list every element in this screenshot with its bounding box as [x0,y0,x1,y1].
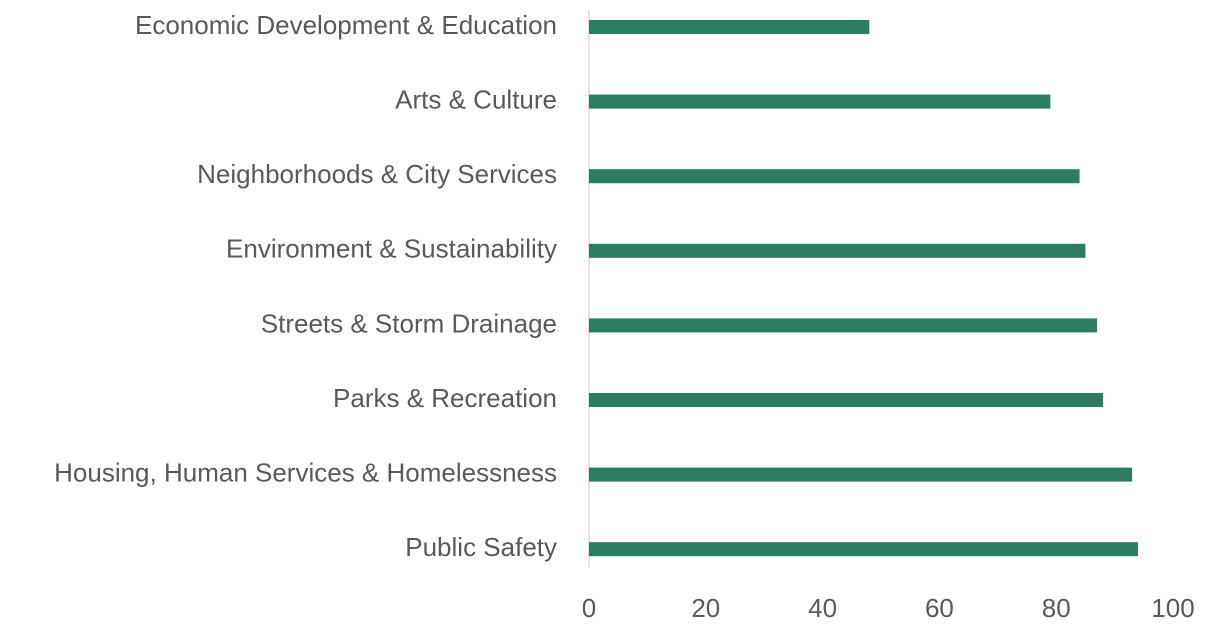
y-tick-label: Neighborhoods & City Services [197,159,557,189]
x-tick-label: 80 [1042,593,1071,623]
x-tick-label: 40 [808,593,837,623]
x-tick-label: 20 [691,593,720,623]
bar [589,169,1080,184]
bar [589,243,1086,258]
bar [589,542,1138,557]
x-tick-label: 0 [582,593,596,623]
x-tick-label: 60 [925,593,954,623]
bar [589,20,870,34]
y-tick-label: Environment & Sustainability [226,234,557,264]
y-tick-label: Public Safety [405,532,557,562]
bar [589,318,1098,333]
bar [589,94,1051,109]
y-tick-label: Housing, Human Services & Homelessness [54,457,557,487]
y-tick-label: Arts & Culture [395,84,557,114]
bar [589,393,1103,407]
x-tick-label: 100 [1151,593,1194,623]
y-tick-label: Parks & Recreation [333,383,557,413]
bar [589,467,1133,482]
y-tick-label: Economic Development & Education [135,10,557,40]
y-tick-label: Streets & Storm Drainage [261,308,557,338]
